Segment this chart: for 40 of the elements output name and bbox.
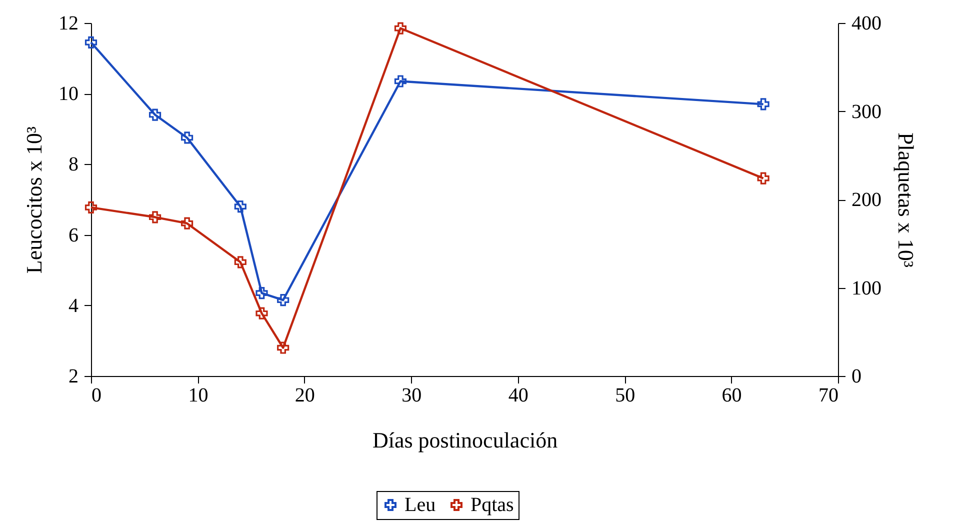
point [234,256,246,268]
y-tick-label: 6 [68,224,78,246]
y-tick-label: 8 [68,154,78,176]
x-tick-label: 40 [508,384,528,406]
point [84,201,98,214]
point [394,22,407,34]
point [148,108,162,121]
point [84,36,98,48]
point [181,217,194,230]
y-axis-title: Leucocitos x 10³ [22,126,46,274]
legend-label: Pqtas [470,494,514,516]
y2-tick-label: 0 [852,366,862,388]
y2-tick-label: 100 [852,277,882,300]
x-axis-title: Días postinoculación [372,428,558,452]
point [234,200,246,213]
x-tick-label: 0 [92,384,102,406]
y2-axis-title: Plaquetas x 10³ [894,132,918,268]
point [256,307,268,320]
y-tick-label: 10 [58,83,78,106]
point [277,294,290,306]
x-tick-label: 20 [294,384,315,406]
x-tick-label: 30 [402,384,422,406]
point [277,342,290,354]
x-tick-label: 70 [818,384,838,406]
x-tick-label: 10 [188,384,208,406]
legend-label: Leu [404,494,436,516]
point [148,211,162,224]
y2-tick-label: 400 [852,12,882,34]
y-tick-label: 2 [68,366,78,388]
point [256,287,268,300]
y-tick-label: 12 [58,12,78,34]
y2-tick-label: 300 [852,100,882,123]
point [181,132,194,144]
y-tick-label: 4 [68,294,78,317]
x-tick-label: 50 [615,384,636,406]
point [757,98,770,110]
x-tick-label: 60 [722,384,742,406]
y2-tick-label: 200 [852,189,882,211]
point [757,172,770,184]
point [394,75,407,88]
